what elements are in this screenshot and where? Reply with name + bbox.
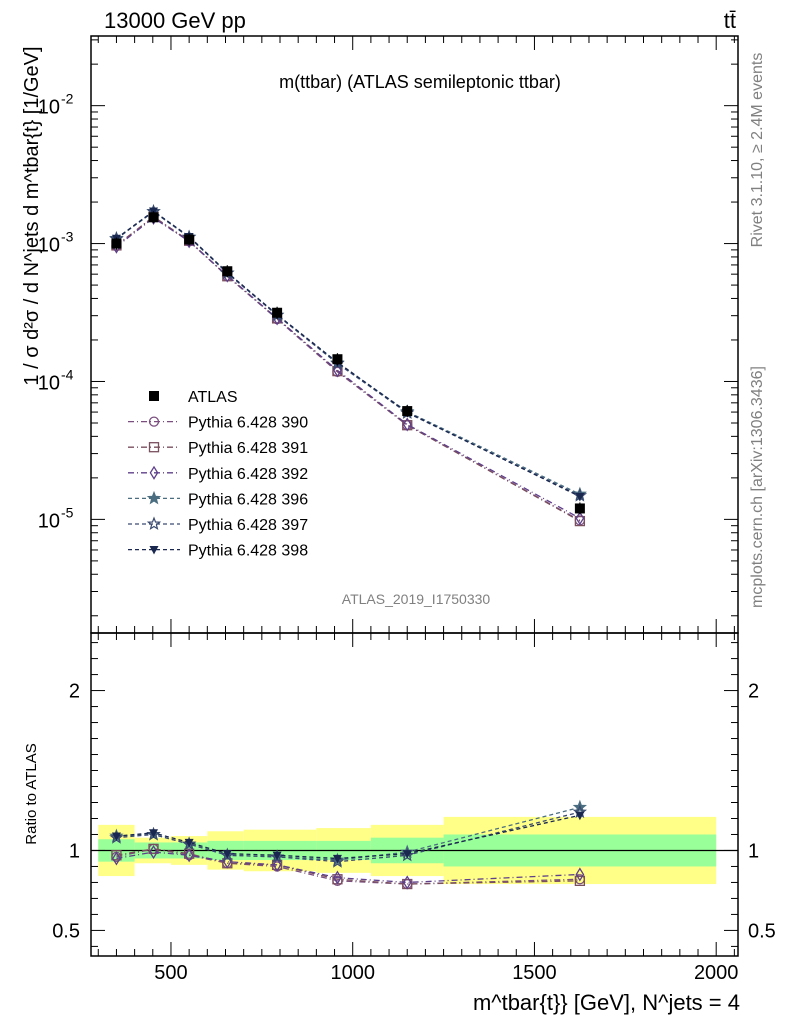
ratio-y-tick-label-right: 0.5 (748, 920, 776, 942)
x-tick-label: 1000 (330, 962, 375, 984)
ratio-series-point (333, 870, 342, 885)
series-line (116, 210, 581, 495)
main-y-axis-label: 1 / σ d²σ / d N^jets d m^tbar{t} [1/GeV] (21, 46, 43, 385)
ratio-y-tick-label: 1 (69, 840, 80, 862)
ratio-series-point (222, 850, 232, 859)
legend-label: Pythia 6.428 398 (188, 543, 308, 560)
ratio-plot-content (91, 799, 738, 890)
main-y-tick-label: 10 (38, 372, 60, 394)
legend-marker (149, 546, 159, 555)
main-plot-content (109, 204, 588, 527)
series-line (116, 215, 581, 521)
main-x-ticks (97, 36, 735, 633)
ratio-series-line (116, 814, 581, 860)
series-point (575, 492, 585, 502)
x-tick-label: 1500 (512, 962, 557, 984)
ratio-series-point (112, 851, 121, 866)
ratio-series-point (575, 867, 585, 882)
main-y-tick-exponent: -3 (61, 229, 74, 245)
legend-label: Pythia 6.428 392 (188, 466, 308, 483)
legend-marker (146, 490, 162, 505)
legend-label: Pythia 6.428 390 (188, 415, 308, 432)
ratio-series-point (330, 854, 345, 868)
legend-item: Pythia 6.428 392 (128, 465, 308, 483)
header-process-label: tt̄ (724, 8, 736, 33)
ratio-panel-frame (90, 632, 739, 957)
legend-marker (149, 465, 159, 480)
ratio-series-line (116, 848, 580, 885)
ratio-y-tick-label-right: 2 (748, 681, 759, 703)
legend-item: Pythia 6.428 391 (128, 440, 308, 457)
ratio-series-line (116, 851, 580, 884)
ratio-series-point (149, 844, 158, 860)
header-energy-label: 13000 GeV pp (104, 8, 246, 33)
series-point (402, 417, 412, 432)
legend-label: Pythia 6.428 397 (188, 517, 308, 534)
main-y-tick-exponent: -2 (61, 91, 74, 107)
ratio-series-point (149, 829, 159, 838)
legend-marker (148, 416, 160, 427)
x-tick-label: 2000 (694, 962, 739, 984)
main-y-tick-label: 10 (38, 235, 60, 257)
ratio-series-point (111, 850, 122, 861)
legend-item: Pythia 6.428 390 (128, 415, 308, 432)
ratio-series-point (184, 848, 194, 863)
ratio-series-point (575, 811, 585, 821)
series-line (116, 217, 581, 519)
mcplots-label: mcplots.cern.ch [arXiv:1306.3436] (749, 366, 766, 608)
ratio-y-tick-label-right: 1 (748, 840, 759, 862)
legend-marker (146, 516, 162, 531)
ratio-y-axis: 0.5 0.5 1 1 2 2 (52, 642, 776, 947)
chart-title: m(ttbar) (ATLAS semileptonic ttbar) (279, 72, 561, 92)
x-tick-label: 500 (154, 962, 187, 984)
main-y-tick-exponent: -4 (61, 366, 74, 382)
series-point (575, 511, 585, 526)
legend-item: Pythia 6.428 397 (128, 516, 308, 534)
ratio-y-tick-label: 2 (69, 681, 80, 703)
ratio-series-point (402, 875, 412, 890)
main-y-axis: 10-210-310-410-5 (38, 39, 738, 617)
x-axis-label: m^tbar{t}} [GeV], N^jets = 4 (473, 990, 740, 1015)
ratio-y-tick-label: 0.5 (52, 920, 80, 942)
ratio-series-point (332, 854, 342, 864)
main-panel: 10-210-310-410-5 m(ttbar) (ATLAS semilep… (21, 35, 739, 634)
ratio-series-point (574, 875, 586, 886)
series-point (574, 515, 586, 527)
ratio-y-axis-label: Ratio to ATLAS (23, 743, 40, 844)
series-line (116, 210, 581, 497)
ratio-x-axis: 500 1000 1500 2000 (97, 633, 739, 984)
rivet-version-label: Rivet 3.1.10, ≥ 2.4M events (749, 53, 766, 248)
main-y-tick-label: 10 (38, 510, 60, 532)
main-y-tick-exponent: -5 (61, 504, 74, 520)
ratio-series-point (402, 850, 412, 859)
series-line (116, 215, 581, 522)
legend-item-data: ATLAS (149, 389, 238, 406)
legend-marker (148, 442, 160, 453)
legend: ATLAS Pythia 6.428 390 Pythia 6.428 391 Pyt… (128, 389, 308, 560)
legend-label: Pythia 6.428 396 (188, 491, 308, 508)
ratio-series-line (116, 811, 581, 863)
ratio-panel: 0.5 0.5 1 1 2 2 500 1000 1500 2000 Ratio to ATLA… (23, 632, 776, 984)
legend-item: Pythia 6.428 396 (128, 490, 308, 508)
ratio-series-point (148, 843, 159, 855)
legend-item: Pythia 6.428 398 (128, 543, 308, 560)
legend-marker (149, 391, 159, 401)
series-point (333, 363, 342, 378)
legend-label: Pythia 6.428 391 (188, 440, 308, 457)
ratio-series-point (272, 857, 282, 872)
ratio-series-point (111, 832, 121, 842)
analysis-watermark: ATLAS_2019_I1750330 (342, 591, 491, 607)
series-line (116, 210, 581, 498)
legend-label: ATLAS (188, 389, 238, 406)
ratio-series-point (184, 838, 194, 848)
ratio-series-point (272, 851, 282, 861)
main-y-tick-label: 10 (38, 97, 60, 119)
